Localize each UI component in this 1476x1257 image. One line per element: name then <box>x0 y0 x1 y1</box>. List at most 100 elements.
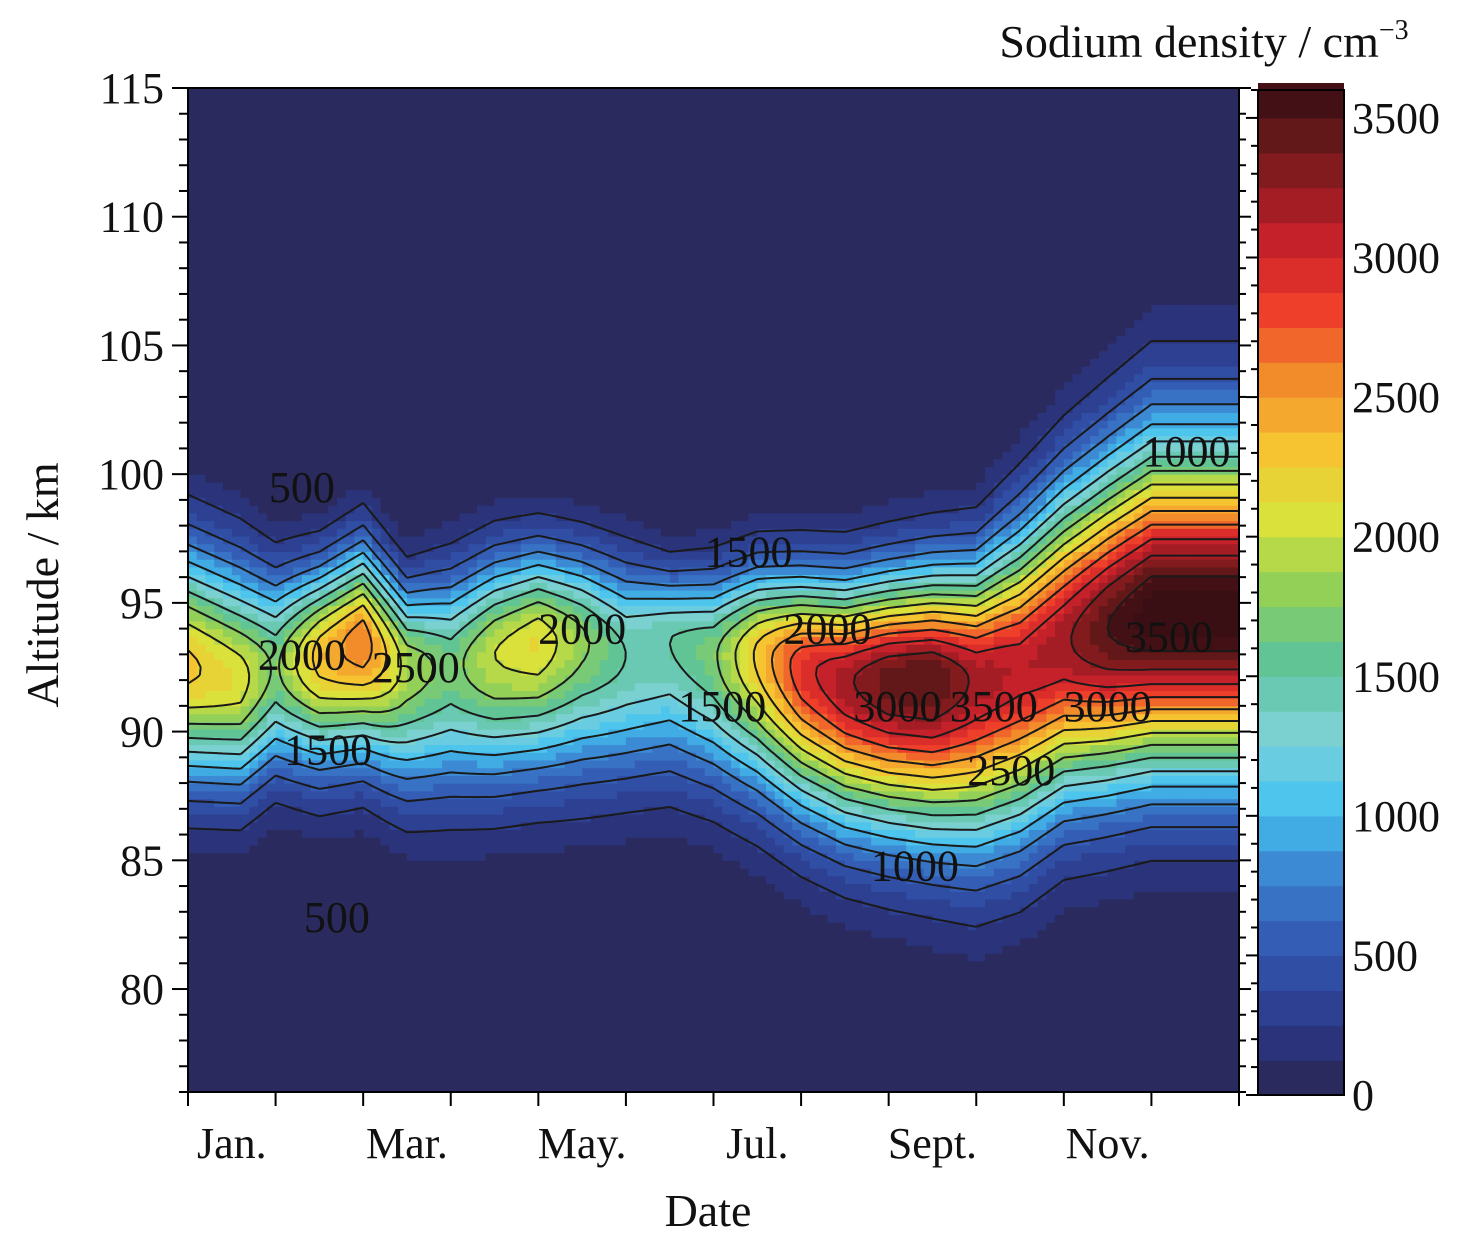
density-cell <box>914 1084 925 1092</box>
density-cell <box>625 1076 636 1085</box>
density-cell <box>293 883 303 892</box>
density-cell <box>976 983 986 993</box>
density-cell <box>424 883 434 892</box>
density-cell <box>1160 775 1170 784</box>
density-cell <box>301 983 312 993</box>
density-cell <box>1133 1022 1144 1031</box>
density-cell <box>1125 821 1135 831</box>
density-cell <box>949 1014 960 1024</box>
density-cell <box>766 1061 776 1070</box>
density-cell <box>1230 844 1239 854</box>
density-cell <box>669 960 680 970</box>
density-cell <box>608 767 618 776</box>
density-cell <box>862 798 872 807</box>
density-cell <box>608 813 618 823</box>
density-cell <box>888 1076 899 1085</box>
density-cell <box>188 898 198 908</box>
density-cell <box>1107 983 1117 993</box>
density-cell <box>450 813 461 823</box>
density-cell <box>284 1068 294 1078</box>
density-cell <box>266 806 277 815</box>
density-cell <box>1098 945 1109 954</box>
density-cell <box>713 922 723 931</box>
density-cell <box>599 767 609 776</box>
density-cell <box>441 929 452 939</box>
density-cell <box>223 868 233 877</box>
density-cell <box>871 952 881 962</box>
density-cell <box>923 1068 934 1078</box>
density-cell <box>1151 983 1161 993</box>
density-cell <box>1028 983 1039 993</box>
density-cell <box>582 844 592 854</box>
density-cell <box>704 1045 715 1054</box>
density-cell <box>704 868 715 877</box>
density-cell <box>1186 891 1196 900</box>
density-cell <box>205 906 215 915</box>
density-cell <box>949 906 960 915</box>
density-cell <box>757 983 767 993</box>
density-cell <box>529 783 539 792</box>
density-cell <box>660 783 671 792</box>
density-cell <box>669 945 680 954</box>
density-cell <box>590 813 601 823</box>
density-cell <box>354 914 364 923</box>
density-cell <box>608 891 618 900</box>
density-cell <box>914 952 925 962</box>
density-cell <box>792 1014 802 1024</box>
density-cell <box>1020 883 1030 892</box>
density-cell <box>240 937 250 946</box>
density-cell <box>722 806 732 815</box>
density-cell <box>345 860 356 869</box>
density-cell <box>608 968 618 977</box>
density-cell <box>293 937 303 946</box>
density-cell <box>284 829 294 838</box>
density-cell <box>774 891 785 900</box>
density-cell <box>1098 829 1109 838</box>
density-cell <box>1002 883 1012 892</box>
density-cell <box>590 1068 601 1078</box>
density-cell <box>1142 1084 1153 1092</box>
density-cell <box>205 775 215 784</box>
density-cell <box>844 937 855 946</box>
density-cell <box>328 999 338 1008</box>
density-cell <box>862 860 872 869</box>
density-cell <box>258 806 268 815</box>
density-cell <box>214 914 224 923</box>
density-cell <box>380 937 391 946</box>
density-cell <box>1203 937 1214 946</box>
density-cell <box>503 983 513 993</box>
density-cell <box>406 1084 417 1092</box>
density-cell <box>319 952 329 962</box>
density-cell <box>1020 898 1030 908</box>
density-cell <box>1230 1022 1239 1031</box>
density-cell <box>1046 891 1056 900</box>
density-cell <box>1081 937 1091 946</box>
density-cell <box>941 1053 951 1062</box>
density-cell <box>976 798 986 807</box>
density-cell <box>1221 775 1231 784</box>
density-cell <box>836 775 846 784</box>
density-cell <box>529 898 539 908</box>
density-cell <box>660 1045 671 1054</box>
density-cell <box>231 1030 242 1039</box>
density-cell <box>441 1014 452 1024</box>
density-cell <box>258 875 268 885</box>
density-cell <box>293 1007 303 1016</box>
density-cell <box>722 960 732 970</box>
density-cell <box>608 945 618 954</box>
density-cell <box>1142 976 1153 985</box>
density-cell <box>529 837 539 846</box>
density-cell <box>258 775 268 784</box>
density-cell <box>450 868 461 877</box>
density-cell <box>660 875 671 885</box>
density-cell <box>564 1076 574 1085</box>
density-cell <box>406 1045 417 1054</box>
density-cell <box>459 929 469 939</box>
density-cell <box>503 837 513 846</box>
density-cell <box>494 798 504 807</box>
density-cell <box>932 976 942 985</box>
density-cell <box>914 929 925 939</box>
density-cell <box>1063 775 1074 784</box>
density-cell <box>1186 1022 1196 1031</box>
density-cell <box>214 1022 224 1031</box>
